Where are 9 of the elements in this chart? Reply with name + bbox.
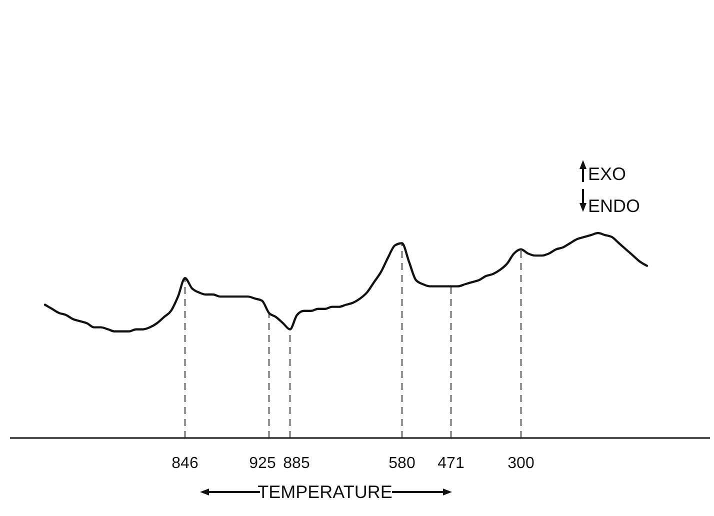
text: ENDO [588,196,640,216]
x-tick-label: 885 [283,455,310,472]
x-tick-label: 580 [388,455,416,472]
x-tick-label: 471 [438,455,464,472]
x-tick-label: 846 [172,455,198,472]
text: EXO [588,164,626,184]
x-tick-label: 925 [249,455,276,472]
x-tick-label: 300 [508,455,534,472]
x-axis-title: TEMPERATURE [258,482,392,502]
